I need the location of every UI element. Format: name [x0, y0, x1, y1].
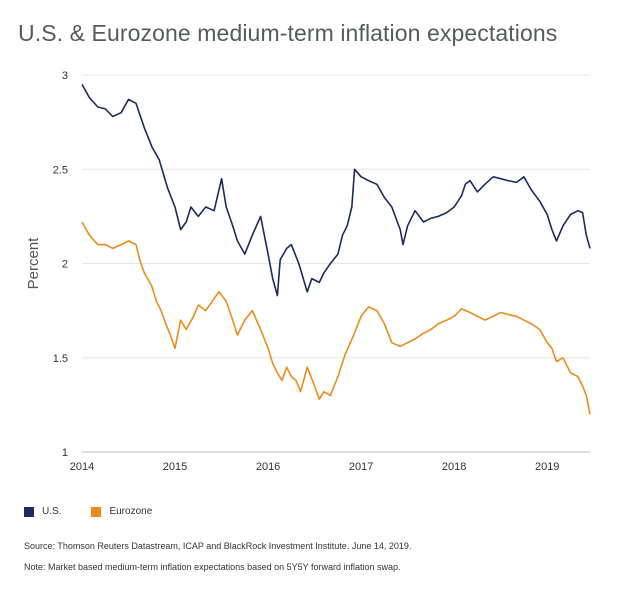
source-note: Source: Thomson Reuters Datastream, ICAP… — [24, 541, 412, 551]
legend-swatch-us — [24, 506, 34, 517]
x-tick-label: 2015 — [163, 461, 187, 473]
axis-ticks: 1 1.5 2 2.5 3 2014 2015 2016 2017 2018 2019 — [53, 70, 560, 473]
y-tick-label: 2.5 — [53, 164, 68, 176]
legend-label-eurozone: Eurozone — [109, 506, 153, 517]
legend-item-eurozone: Eurozone — [91, 506, 152, 517]
y-axis-label: Percent — [25, 237, 42, 290]
legend-label-us: U.S. — [42, 506, 62, 517]
us-series-line — [81, 84, 591, 297]
x-tick-label: 2017 — [349, 461, 373, 473]
x-tick-label: 2016 — [256, 461, 280, 473]
series-lines — [81, 84, 591, 415]
line-chart: 1 1.5 2 2.5 3 2014 2015 2016 2017 2018 2019 Percen… — [25, 70, 591, 473]
y-tick-label: 1.5 — [53, 353, 68, 365]
x-tick-label: 2019 — [535, 461, 559, 473]
legend-item-us: U.S. — [24, 506, 61, 517]
grid-lines — [82, 74, 590, 453]
legend: U.S. Eurozone — [24, 506, 182, 517]
chart-title: U.S. & Eurozone medium-term inflation ex… — [18, 20, 558, 46]
x-tick-label: 2014 — [70, 461, 94, 473]
footnote: Note: Market based medium-term inflation… — [24, 562, 401, 572]
y-tick-label: 3 — [62, 70, 68, 82]
y-tick-label: 2 — [62, 259, 68, 271]
eurozone-series-line — [81, 221, 591, 415]
legend-swatch-eurozone — [91, 506, 102, 517]
y-tick-label: 1 — [62, 447, 68, 459]
x-tick-label: 2018 — [442, 461, 466, 473]
